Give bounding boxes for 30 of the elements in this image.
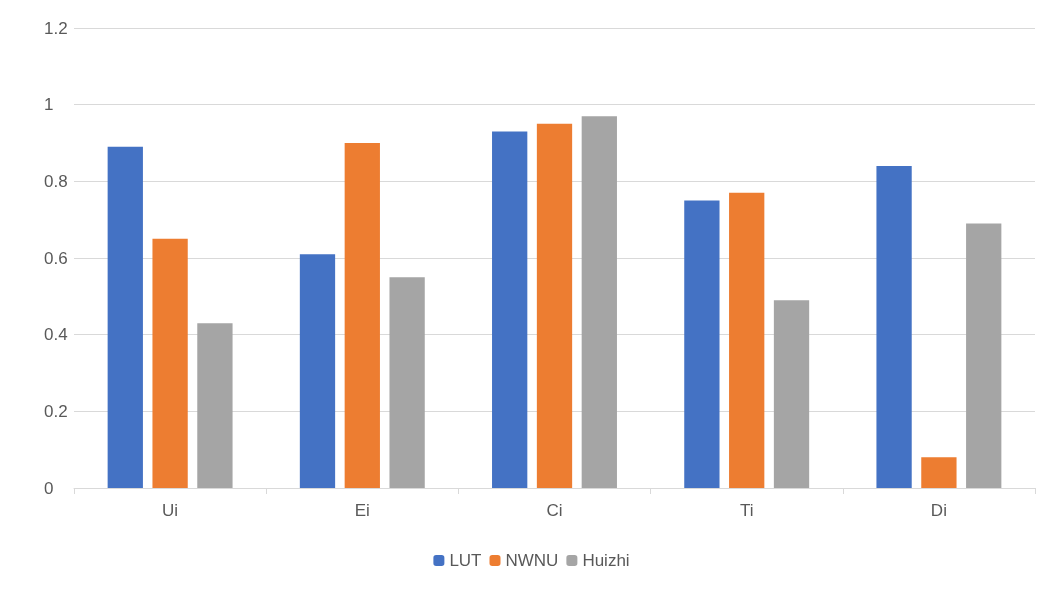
bar: [876, 166, 912, 488]
y-tick-label: 0.4: [44, 325, 68, 345]
bar: [684, 200, 720, 488]
y-tick-label: 0: [44, 478, 54, 498]
bar: [729, 192, 765, 488]
y-tick-label: 0.6: [44, 248, 68, 268]
y-tick-label: 1: [44, 95, 54, 115]
y-tick-label: 1.2: [44, 18, 68, 38]
y-tick-label: 0.2: [44, 401, 68, 421]
x-tick-label: Ui: [162, 501, 179, 520]
bar: [389, 277, 425, 488]
bar: [581, 116, 617, 488]
bar: [344, 143, 380, 488]
legend-label: NWNU: [505, 551, 559, 570]
legend-label: LUT: [449, 551, 482, 570]
bar: [197, 323, 233, 488]
x-tick-label: Di: [930, 501, 947, 520]
bar: [299, 254, 336, 488]
bar: [492, 131, 528, 488]
bar: [152, 238, 188, 488]
x-tick-label: Ti: [739, 501, 754, 520]
bar: [921, 457, 957, 488]
x-tick-label: Ei: [354, 501, 370, 520]
legend-label: Huizhi: [582, 551, 630, 570]
y-tick-label: 0.8: [44, 171, 68, 191]
bar: [773, 300, 810, 488]
bar: [966, 223, 1002, 488]
x-tick-label: Ci: [546, 501, 563, 520]
bar: [536, 123, 573, 488]
bar: [107, 146, 143, 488]
